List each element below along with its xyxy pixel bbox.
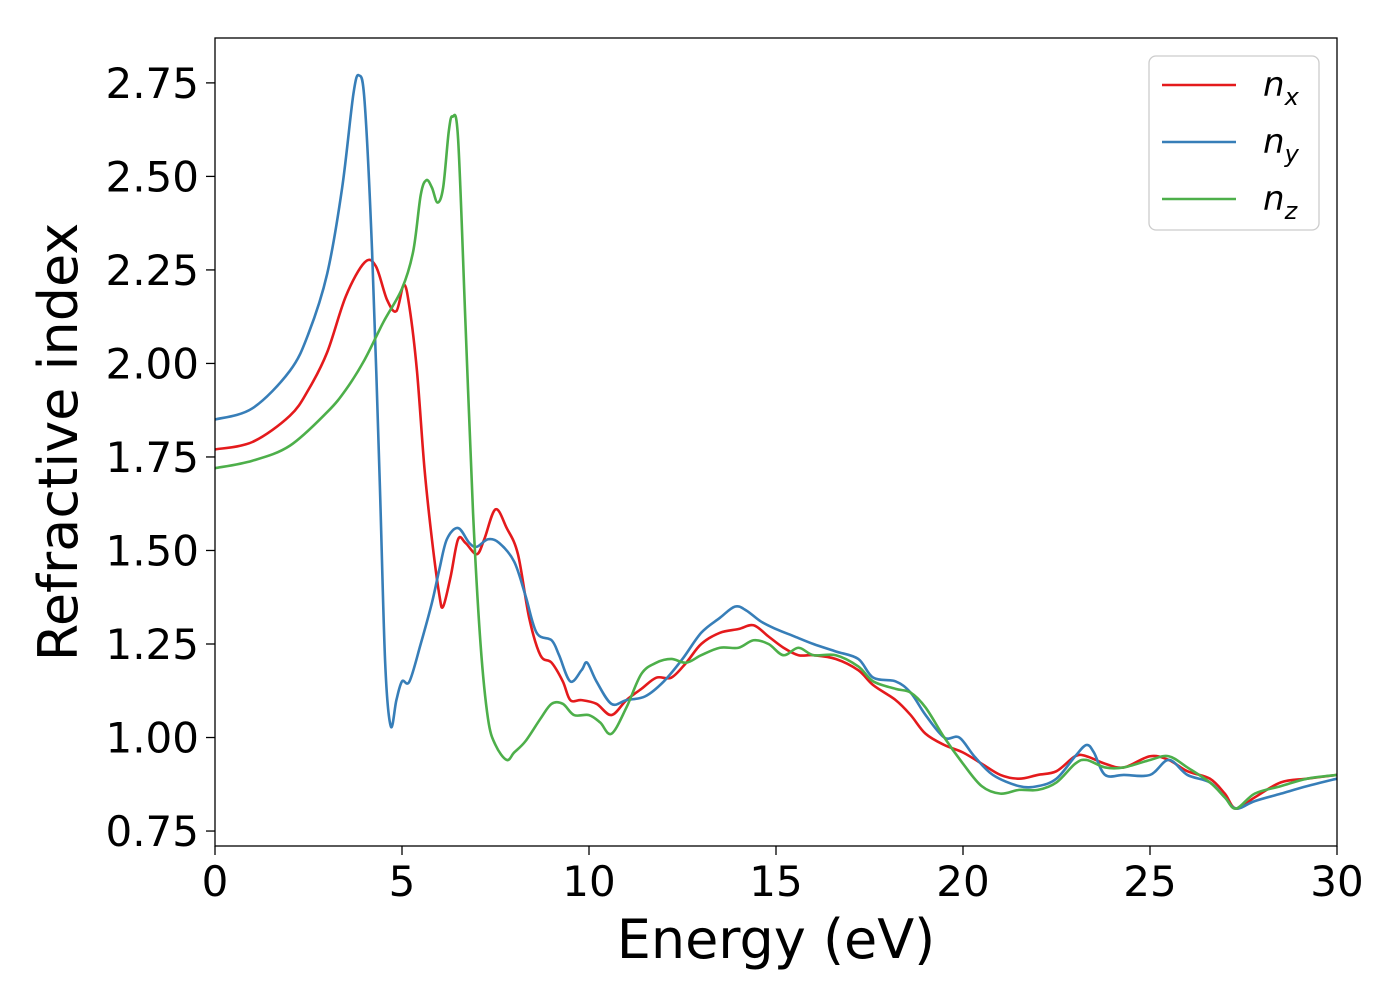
y-tick-label: 2.25 — [105, 246, 199, 295]
y-tick-label: 0.75 — [105, 807, 199, 856]
y-axis-label: Refractive index — [27, 223, 90, 662]
y-axis-ticks: 0.75 1.00 1.25 1.50 1.75 2.00 2.25 2.50 2.75 — [105, 59, 215, 856]
x-axis-ticks: 0 5 10 15 20 25 30 — [202, 846, 1364, 906]
series-line-ny — [215, 73, 1337, 810]
x-tick-label: 0 — [202, 857, 229, 906]
x-tick-label: 5 — [389, 857, 416, 906]
legend-label-nx: nx — [1263, 65, 1300, 111]
y-tick-label: 1.25 — [105, 620, 199, 669]
y-tick-label: 1.75 — [105, 433, 199, 482]
x-tick-label: 20 — [936, 857, 989, 906]
legend-label-ny: ny — [1263, 122, 1300, 168]
x-tick-label: 30 — [1310, 857, 1363, 906]
x-tick-label: 15 — [749, 857, 802, 906]
series-line-nx — [215, 258, 1337, 810]
x-tick-label: 10 — [562, 857, 615, 906]
x-tick-label: 25 — [1123, 857, 1176, 906]
legend: nx ny nz — [1148, 55, 1320, 231]
series-layer — [215, 73, 1337, 810]
series-line-nz — [215, 113, 1337, 810]
y-tick-label: 2.75 — [105, 59, 199, 108]
legend-label-nz: nz — [1263, 179, 1299, 225]
y-tick-label: 2.50 — [105, 152, 199, 201]
y-tick-label: 1.00 — [105, 714, 199, 763]
y-tick-label: 2.00 — [105, 339, 199, 388]
y-tick-label: 1.50 — [105, 526, 199, 575]
x-axis-label: Energy (eV) — [617, 908, 936, 971]
